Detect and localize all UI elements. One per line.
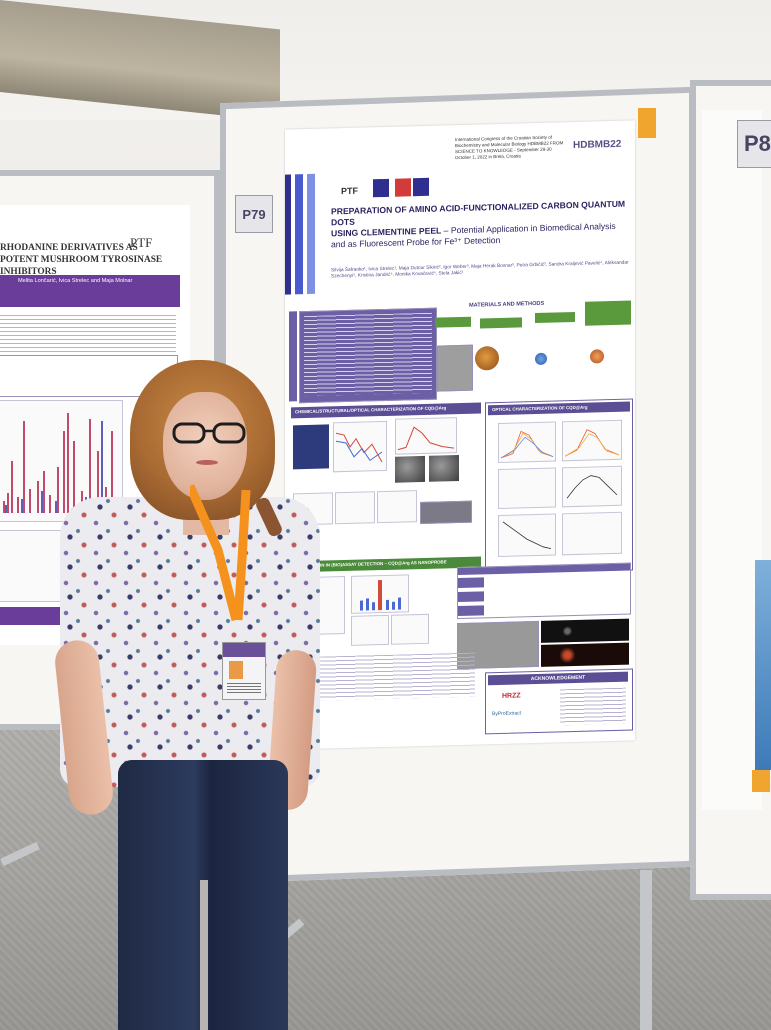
poster-logo-blocks bbox=[373, 177, 429, 198]
intro-box bbox=[299, 307, 437, 404]
orange-lanyard bbox=[190, 484, 251, 622]
board-label-main: P79 bbox=[235, 195, 273, 233]
method-step bbox=[435, 316, 471, 328]
quench-plot bbox=[498, 513, 556, 558]
optical-panel: OPTICAL CHARACTERIZATION OF CQD@Arg bbox=[485, 398, 633, 575]
board-leg bbox=[640, 870, 652, 1030]
clementine-peel-image bbox=[475, 345, 499, 371]
conclusion-text bbox=[299, 652, 475, 702]
person-face bbox=[163, 392, 247, 500]
emission-plot bbox=[498, 421, 556, 464]
kinetics-plot bbox=[562, 511, 622, 556]
badge-text bbox=[227, 683, 261, 693]
poster-right bbox=[702, 110, 762, 810]
calibration-plot bbox=[391, 613, 429, 645]
person-lips bbox=[196, 460, 218, 465]
char-summary bbox=[420, 500, 472, 525]
poster-logo-right: HDBMB22 bbox=[573, 138, 622, 152]
quantum-dot-icon bbox=[590, 349, 604, 364]
quantum-dot-icon bbox=[535, 352, 547, 366]
section-methods-heading: MATERIALS AND METHODS bbox=[469, 300, 545, 309]
xps-plot bbox=[377, 490, 417, 524]
section-optical-heading: OPTICAL CHARACTERIZATION OF CQD@Arg bbox=[488, 401, 630, 416]
intro-text bbox=[304, 312, 432, 397]
poster-logo-left: PTF bbox=[341, 185, 358, 197]
tem-image bbox=[429, 455, 459, 482]
poster-conference-info: International Congress of the Croatian S… bbox=[455, 134, 564, 161]
cell-image bbox=[541, 642, 629, 667]
sponsor-logo-2: ByProExtract bbox=[492, 710, 522, 718]
poster-title: PREPARATION OF AMINO ACID-FUNCTIONALIZED… bbox=[331, 199, 631, 251]
left-poster-authors: Melita Lončarić, Ivica Strelec and Maja … bbox=[18, 278, 133, 284]
badge-header bbox=[223, 643, 265, 657]
char-panel bbox=[293, 424, 329, 470]
methods-graphic bbox=[437, 344, 473, 392]
section-characterization-heading: CHEMICAL/STRUCTURAL/OPTICAL CHARACTERIZA… bbox=[291, 402, 481, 419]
results-table-rowlabel bbox=[458, 605, 484, 617]
poster-authors: Silvija Šafranko¹, Ivica Strelec¹, Maja … bbox=[331, 260, 629, 280]
method-step bbox=[480, 317, 522, 329]
results-table bbox=[457, 562, 631, 620]
badge-photo bbox=[229, 661, 243, 679]
tape bbox=[752, 770, 770, 792]
left-poster-logo: PTF bbox=[130, 235, 153, 250]
poster-header-stripes bbox=[285, 173, 321, 295]
method-step bbox=[585, 300, 631, 326]
results-table-rowlabel bbox=[458, 591, 484, 603]
emission-plot bbox=[562, 419, 622, 462]
selectivity-bar-plot bbox=[351, 574, 409, 614]
left-poster-text bbox=[0, 315, 176, 355]
glasses-icon bbox=[172, 422, 246, 444]
tape bbox=[638, 108, 656, 138]
leg-gap bbox=[200, 880, 208, 1030]
poster-main: PTF International Congress of the Croati… bbox=[285, 120, 635, 750]
absorbance-plot bbox=[395, 417, 457, 455]
acknowledgement-panel: ACKNOWLEDGEMENT HRZZ ByProExtract bbox=[485, 668, 633, 735]
xps-plot bbox=[335, 491, 375, 525]
results-table-rowlabel bbox=[458, 577, 484, 589]
intro-sidebar bbox=[289, 311, 297, 402]
section-acknowledgement-heading: ACKNOWLEDGEMENT bbox=[488, 671, 628, 686]
cell-image bbox=[541, 618, 629, 643]
results-table-header bbox=[458, 563, 630, 576]
conference-name-badge bbox=[222, 642, 266, 700]
ftir-plot bbox=[333, 420, 387, 473]
poster-right-strip bbox=[755, 560, 771, 770]
stability-plot bbox=[498, 467, 556, 510]
sponsor-logo: HRZZ bbox=[502, 692, 521, 700]
ph-plot bbox=[562, 465, 622, 508]
calibration-plot bbox=[351, 614, 389, 646]
board-label-right: P8 bbox=[737, 120, 771, 168]
tem-image bbox=[395, 455, 425, 483]
left-poster-author-bar bbox=[0, 275, 180, 307]
left-poster-title: RHODANINE DERIVATIVES AS POTENT MUSHROOM… bbox=[0, 243, 163, 277]
method-step bbox=[535, 311, 575, 324]
acknowledgement-text bbox=[560, 687, 626, 726]
